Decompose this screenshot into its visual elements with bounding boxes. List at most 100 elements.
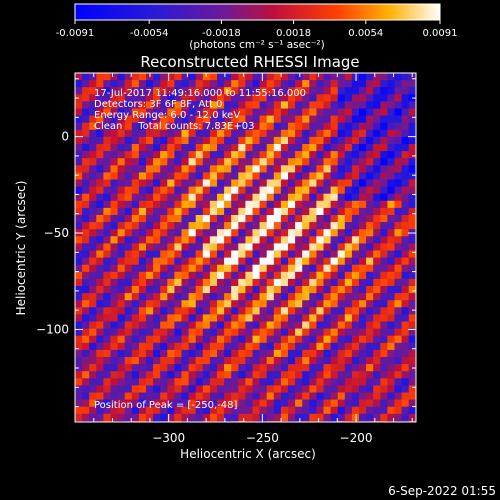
heatmap-cell [238, 80, 246, 88]
heatmap-cell [103, 101, 112, 110]
heatmap-cell [131, 115, 140, 124]
heatmap-cell [82, 264, 90, 273]
heatmap-cell [302, 193, 310, 202]
heatmap-cell [394, 207, 403, 216]
heatmap-cell [295, 129, 303, 138]
heatmap-cell [323, 371, 332, 379]
heatmap-cell [266, 236, 275, 244]
heatmap-cell [188, 357, 197, 365]
heatmap-cell [344, 186, 353, 195]
heatmap-cell [224, 172, 232, 181]
heatmap-cell [167, 420, 175, 422]
heatmap-cell [302, 179, 310, 188]
heatmap-cell [202, 307, 211, 315]
heatmap-cell [330, 349, 339, 358]
heatmap-cell [188, 87, 197, 95]
heatmap-cell [408, 236, 416, 244]
heatmap-cell [401, 200, 410, 209]
heatmap-cell [188, 300, 197, 308]
heatmap-cell [323, 158, 332, 166]
heatmap-cell [75, 378, 83, 386]
heatmap-cell [309, 399, 317, 408]
heatmap-cell [288, 335, 296, 344]
heatmap-cell [117, 144, 126, 152]
heatmap-cell [96, 349, 104, 358]
heatmap-cell [245, 257, 254, 266]
heatmap-cell [217, 364, 225, 372]
heatmap-cell [238, 73, 246, 81]
heatmap-cell [359, 222, 367, 230]
heatmap-cell [373, 229, 381, 237]
heatmap-cell [89, 257, 97, 266]
heatmap-cell [103, 207, 112, 216]
heatmap-cell [330, 342, 339, 351]
heatmap-cell [124, 229, 133, 237]
heatmap-cell [323, 399, 332, 408]
heatmap-cell [82, 165, 90, 173]
heatmap-cell [181, 129, 190, 138]
heatmap-cell [280, 179, 289, 188]
heatmap-cell [231, 293, 239, 301]
heatmap-cell [217, 406, 225, 415]
y-axis-label: Heliocentric Y (arcsec) [14, 181, 28, 316]
heatmap-cell [117, 392, 126, 401]
heatmap-cell [302, 293, 310, 301]
heatmap-cell [146, 158, 154, 166]
heatmap-cell [202, 215, 211, 223]
heatmap-cell [280, 129, 289, 138]
heatmap-cell [280, 236, 289, 244]
heatmap-cell [82, 399, 90, 408]
heatmap-cell [295, 243, 303, 252]
heatmap-cell [174, 136, 183, 145]
heatmap-cell [167, 186, 175, 195]
heatmap-cell [245, 200, 254, 209]
colorbar-tick-label: -0.0054 [130, 28, 169, 39]
heatmap-cell [174, 115, 183, 124]
heatmap-cell [217, 108, 225, 117]
heatmap-cell [75, 385, 83, 394]
heatmap-cell [231, 307, 239, 315]
heatmap-cell [146, 172, 154, 181]
heatmap-cell [131, 200, 140, 209]
heatmap-cell [82, 293, 90, 301]
heatmap-cell [89, 207, 97, 216]
heatmap-cell [96, 371, 104, 379]
heatmap-cell [387, 406, 396, 415]
heatmap-cell [217, 80, 225, 88]
heatmap-cell [415, 257, 416, 266]
heatmap-cell [181, 286, 190, 294]
chart-title: Reconstructed RHESSI Image [140, 53, 359, 71]
heatmap-cell [131, 222, 140, 230]
heatmap-cell [266, 101, 275, 110]
heatmap-cell [380, 264, 388, 273]
heatmap-cell [373, 257, 381, 266]
heatmap-cell [138, 158, 147, 166]
heatmap-cell [217, 186, 225, 195]
heatmap-cell [280, 420, 289, 422]
heatmap-cell [344, 122, 353, 131]
heatmap-cell [359, 151, 367, 159]
heatmap-cell [217, 257, 225, 266]
heatmap-cell [131, 108, 140, 117]
heatmap-cell [387, 307, 396, 315]
heatmap-cell [110, 371, 119, 379]
heatmap-cell [188, 349, 197, 358]
heatmap-cell [82, 307, 90, 315]
heatmap-cell [394, 371, 403, 379]
heatmap-cell [266, 385, 275, 394]
heatmap-cell [366, 321, 374, 330]
heatmap-cell [280, 378, 289, 386]
heatmap-cell [160, 257, 168, 266]
heatmap-cell [103, 222, 112, 230]
heatmap-cell [302, 250, 310, 259]
heatmap-cell [75, 193, 83, 202]
heatmap-cell [366, 399, 374, 408]
heatmap-cell [359, 158, 367, 166]
heatmap-cell [309, 250, 317, 259]
heatmap-cell [401, 80, 410, 88]
heatmap-cell [344, 420, 353, 422]
heatmap-cell [330, 300, 339, 308]
heatmap-cell [167, 392, 175, 401]
heatmap-cell [387, 136, 396, 145]
